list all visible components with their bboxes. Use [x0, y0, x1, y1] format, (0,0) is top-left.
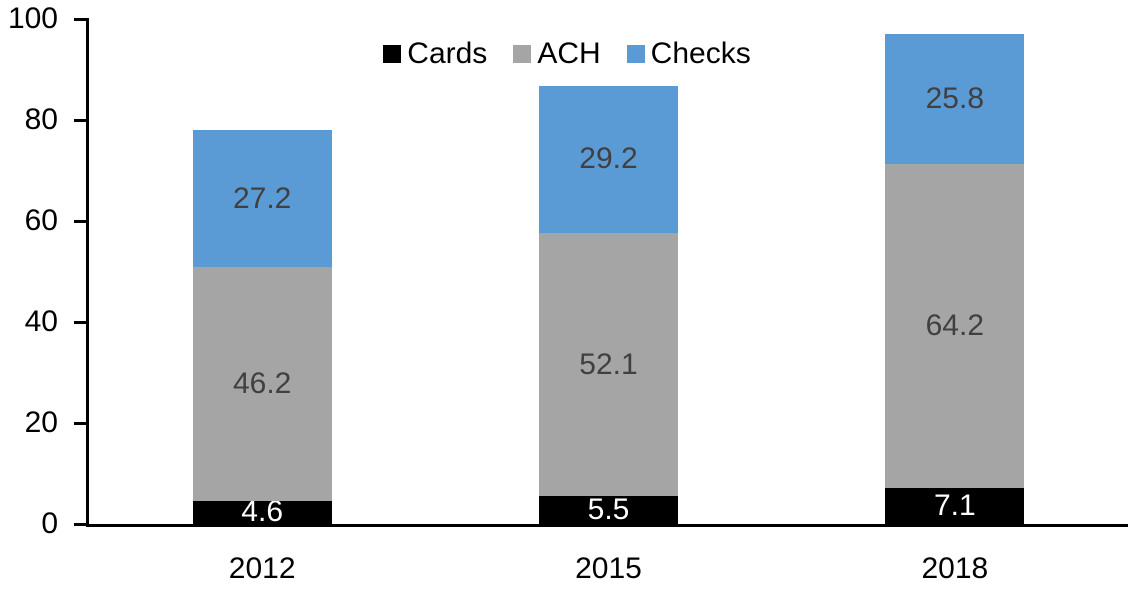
bar-segment-ach-2015: 52.1 — [539, 233, 678, 497]
bar-segment-cards-2015: 5.5 — [539, 493, 678, 527]
y-axis-tick-label: 0 — [41, 507, 58, 540]
legend-label: ACH — [537, 37, 601, 70]
y-axis-tick-80 — [74, 118, 86, 122]
data-label: 27.2 — [232, 181, 292, 215]
x-axis-label-2018: 2018 — [921, 552, 989, 585]
plot-area: 4.6 46.2 27.2 5.5 52.1 29.2 7.1 64.2 25.8 — [89, 19, 1128, 527]
data-label: 7.1 — [933, 489, 976, 523]
y-axis-tick-label: 80 — [24, 103, 58, 136]
bar-2018: 7.1 64.2 25.8 — [885, 19, 1025, 524]
data-label: 64.2 — [925, 309, 985, 343]
y-axis-tick-20 — [74, 421, 86, 425]
y-axis-tick-label: 60 — [24, 204, 58, 237]
x-axis-label-2015: 2015 — [575, 552, 642, 585]
y-axis-tick-40 — [74, 320, 86, 324]
legend-label: Checks — [650, 37, 751, 70]
x-axis-line — [86, 524, 1128, 527]
bar-segment-checks-2018: 25.8 — [885, 33, 1025, 164]
data-label: 52.1 — [579, 347, 638, 381]
legend-swatch-icon — [513, 45, 532, 63]
y-axis-tick-label: 20 — [24, 406, 58, 439]
legend-swatch-icon — [626, 45, 645, 63]
bar-segment-checks-2012: 27.2 — [192, 130, 332, 268]
bar-segment-cards-2012: 4.6 — [192, 497, 332, 527]
legend-label: Cards — [407, 37, 488, 70]
data-label: 4.6 — [241, 495, 284, 529]
bar-2015: 5.5 52.1 29.2 — [539, 19, 678, 527]
data-label: 29.2 — [579, 142, 638, 176]
legend-item-cards: Cards — [383, 36, 487, 72]
y-axis-tick-60 — [74, 219, 86, 223]
y-axis-tick-label: 100 — [7, 2, 58, 35]
y-axis-tick-0 — [74, 522, 86, 526]
chart-legend: Cards ACH Checks — [0, 36, 1134, 72]
legend-item-ach: ACH — [513, 36, 601, 72]
data-label: 5.5 — [587, 493, 630, 527]
y-axis-tick-label: 40 — [24, 305, 58, 338]
bar-segment-cards-2018: 7.1 — [885, 488, 1025, 524]
bar-segment-ach-2018: 64.2 — [885, 163, 1025, 489]
data-label: 25.8 — [925, 81, 985, 115]
bar-2012: 4.6 46.2 27.2 — [192, 19, 332, 527]
y-axis-line — [86, 18, 89, 527]
bar-segment-ach-2012: 46.2 — [192, 267, 332, 501]
x-axis-label-2012: 2012 — [228, 552, 296, 585]
y-axis-tick-100 — [74, 17, 86, 21]
legend-swatch-icon — [383, 45, 402, 63]
data-label: 46.2 — [232, 367, 292, 401]
bar-segment-checks-2015: 29.2 — [539, 85, 678, 234]
legend-item-checks: Checks — [626, 36, 751, 72]
